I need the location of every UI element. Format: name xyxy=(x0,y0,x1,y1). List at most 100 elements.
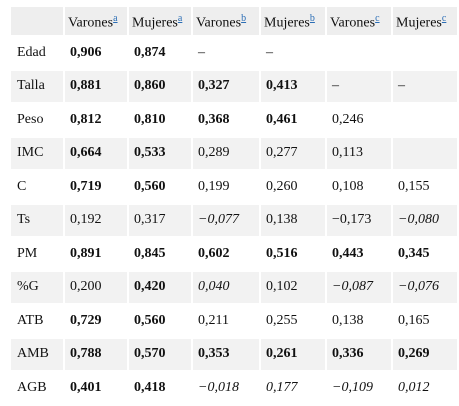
table-cell: 0,413 xyxy=(261,70,325,102)
table-cell: 0,881 xyxy=(65,70,127,102)
table-cell: 0,211 xyxy=(193,305,259,337)
table-cell: −0,076 xyxy=(393,271,457,303)
correlation-table: Varonesa Mujeresa Varonesb Mujeresb Varo… xyxy=(9,5,459,406)
table-cell: −0,109 xyxy=(327,372,391,404)
table-row: ATB 0,729 0,560 0,211 0,255 0,138 0,165 xyxy=(11,305,457,337)
table-cell: 0,200 xyxy=(65,271,127,303)
table-cell: 0,788 xyxy=(65,338,127,370)
table-cell: 0,192 xyxy=(65,204,127,236)
table-cell: 0,729 xyxy=(65,305,127,337)
table-row: IMC 0,664 0,533 0,289 0,277 0,113 xyxy=(11,137,457,169)
table-cell: 0,345 xyxy=(393,238,457,270)
row-label: PM xyxy=(11,238,63,270)
header-label: Mujeres xyxy=(396,15,442,31)
table-row: Peso 0,812 0,810 0,368 0,461 0,246 xyxy=(11,104,457,136)
table-cell: 0,560 xyxy=(129,305,191,337)
footnote-link[interactable]: c xyxy=(375,12,380,24)
table-cell: 0,289 xyxy=(193,137,259,169)
table-cell: 0,420 xyxy=(129,271,191,303)
table-cell: 0,812 xyxy=(65,104,127,136)
table-body: Edad 0,906 0,874– – Talla 0,881 0,860 0,327 0,41… xyxy=(11,37,457,404)
table-cell: 0,261 xyxy=(261,338,325,370)
header-cell-empty xyxy=(11,7,63,35)
table-cell: 0,891 xyxy=(65,238,127,270)
table-cell: 0,199 xyxy=(193,171,259,203)
footnote-link[interactable]: b xyxy=(309,12,315,24)
table-cell: 0,368 xyxy=(193,104,259,136)
table-cell: – xyxy=(327,70,391,102)
row-label: AMB xyxy=(11,338,63,370)
table-row: PM 0,891 0,845 0,602 0,516 0,443 0,345 xyxy=(11,238,457,270)
table-cell: 0,401 xyxy=(65,372,127,404)
table-row: AGB 0,401 0,418 −0,018 0,177 −0,109 0,012 xyxy=(11,372,457,404)
table-cell: 0,516 xyxy=(261,238,325,270)
table-row: AMB 0,788 0,570 0,353 0,261 0,336 0,269 xyxy=(11,338,457,370)
footnote-ref: b xyxy=(310,11,315,24)
table-cell: 0,443 xyxy=(327,238,391,270)
table-cell xyxy=(327,37,391,69)
table-cell: 0,138 xyxy=(327,305,391,337)
table-cell: −0,018 xyxy=(193,372,259,404)
table-cell: 0,102 xyxy=(261,271,325,303)
table-cell: 0,317 xyxy=(129,204,191,236)
header-cell: Varonesa xyxy=(65,7,127,35)
header-cell: Mujeresa xyxy=(129,7,191,35)
row-label: Edad xyxy=(11,37,63,69)
table-cell: 0,860 xyxy=(129,70,191,102)
header-cell: Mujeresc xyxy=(393,7,457,35)
table-cell: 0,255 xyxy=(261,305,325,337)
table-cell: −0,080 xyxy=(393,204,457,236)
header-cell: Mujeresb xyxy=(261,7,325,35)
table-cell xyxy=(393,104,457,136)
row-label: IMC xyxy=(11,137,63,169)
table-row: C 0,719 0,560 0,199 0,260 0,108 0,155 xyxy=(11,171,457,203)
table-row: Ts 0,192 0,317 −0,077 0,138 −0,173 −0,080 xyxy=(11,204,457,236)
header-cell: Varonesb xyxy=(193,7,259,35)
table-row: %G 0,200 0,420 0,040 0,102 −0,087 −0,076 xyxy=(11,271,457,303)
table-cell: 0,040 xyxy=(193,271,259,303)
table-cell: 0,336 xyxy=(327,338,391,370)
table-cell: 0,664 xyxy=(65,137,127,169)
footnote-link[interactable]: c xyxy=(441,12,447,24)
table-cell: 0,108 xyxy=(327,171,391,203)
table-cell: 0,353 xyxy=(193,338,259,370)
table-cell: 0,277 xyxy=(261,137,325,169)
row-label: C xyxy=(11,171,63,203)
row-label: Ts xyxy=(11,204,63,236)
table-cell: −0,077 xyxy=(193,204,259,236)
footnote-ref: c xyxy=(375,11,379,24)
table-cell xyxy=(393,137,457,169)
row-label: Peso xyxy=(11,104,63,136)
footnote-link[interactable]: b xyxy=(241,12,247,24)
row-label: AGB xyxy=(11,372,63,404)
header-label: Mujeres xyxy=(132,15,178,31)
table-cell: 0,269 xyxy=(393,338,457,370)
footnote-ref: a xyxy=(178,11,182,24)
table-header: Varonesa Mujeresa Varonesb Mujeresb Varo… xyxy=(11,7,457,35)
header-label: Varones xyxy=(196,15,242,31)
table-cell: 0,155 xyxy=(393,171,457,203)
table-cell: 0,327 xyxy=(193,70,259,102)
footnote-ref: b xyxy=(241,11,246,24)
table-cell: – xyxy=(261,37,325,69)
table-cell: 0,165 xyxy=(393,305,457,337)
table-cell xyxy=(393,37,457,69)
table-cell: −0,087 xyxy=(327,271,391,303)
row-label: %G xyxy=(11,271,63,303)
footnote-link[interactable]: a xyxy=(177,12,183,24)
table-cell: 0,602 xyxy=(193,238,259,270)
table-cell: 0,570 xyxy=(129,338,191,370)
table-cell: – xyxy=(393,70,457,102)
table-cell: 0,418 xyxy=(129,372,191,404)
table-cell: 0,874 xyxy=(129,37,191,69)
table-cell: 0,246 xyxy=(327,104,391,136)
header-row: Varonesa Mujeresa Varonesb Mujeresb Varo… xyxy=(11,7,457,35)
table-cell: 0,461 xyxy=(261,104,325,136)
table-cell: 0,560 xyxy=(129,171,191,203)
header-label: Mujeres xyxy=(264,15,310,31)
table-row: Edad 0,906 0,874– – xyxy=(11,37,457,69)
table-cell: 0,177 xyxy=(261,372,325,404)
header-label: Varones xyxy=(68,15,114,31)
table-cell: 0,260 xyxy=(261,171,325,203)
footnote-link[interactable]: a xyxy=(113,12,118,24)
